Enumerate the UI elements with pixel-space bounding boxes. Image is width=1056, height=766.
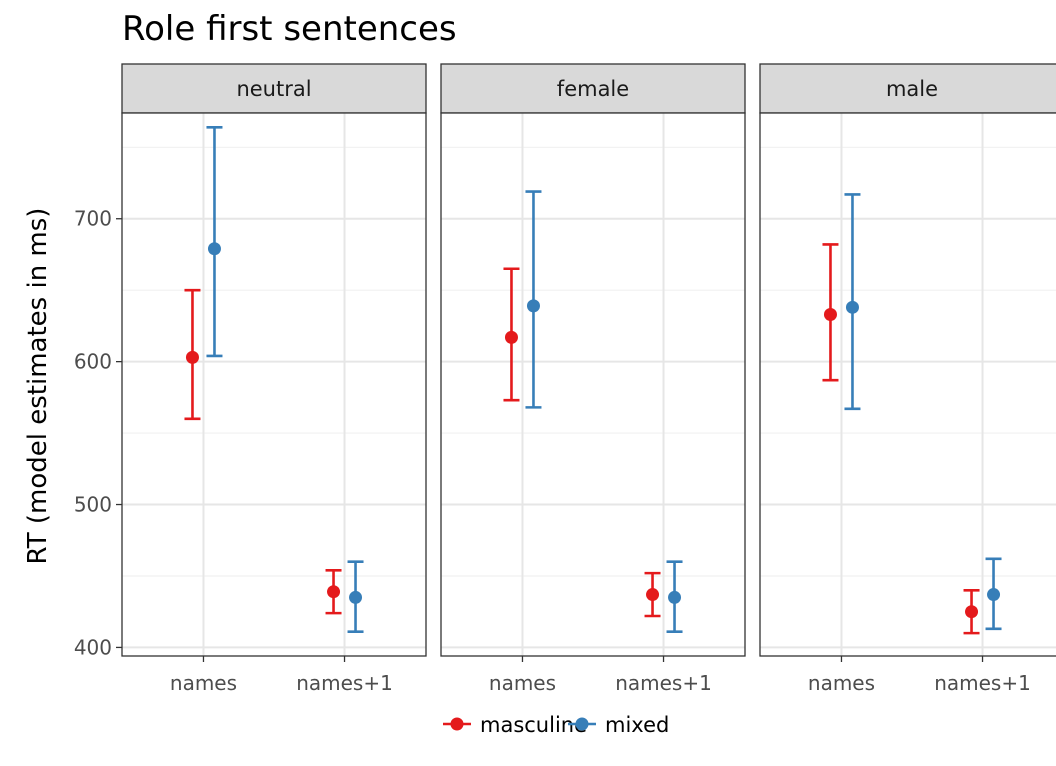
point-masculine [823, 307, 837, 321]
x-tick-label: names [489, 671, 556, 695]
x-tick-label: names+1 [296, 671, 393, 695]
point-masculine [646, 588, 660, 602]
plot-area-female [441, 113, 745, 656]
point-masculine [965, 605, 979, 619]
panel-border [759, 112, 1056, 657]
legend: masculine mixed [443, 713, 669, 737]
legend-item-mixed: mixed [568, 713, 669, 737]
legend-label: mixed [605, 713, 669, 737]
point-mixed [987, 588, 1001, 602]
error-bar-mixed [206, 125, 223, 358]
chart-title: Role first sentences [122, 9, 457, 49]
strip-neutral [121, 63, 427, 114]
legend-item-masculine: masculine [443, 713, 587, 737]
y-tick-label: 700 [74, 207, 112, 231]
plot-area-neutral [122, 113, 426, 656]
legend-key-point [575, 717, 589, 731]
strip-label-neutral: neutral [236, 77, 311, 101]
y-tick-label: 600 [74, 350, 112, 374]
panel-male: male names names+1 [759, 63, 1056, 695]
panel-neutral: neutral names names+1 [121, 63, 427, 695]
x-tick-label: names [808, 671, 875, 695]
point-masculine [504, 330, 518, 344]
x-tick-label: names+1 [615, 671, 712, 695]
plot-area-male [760, 113, 1056, 656]
point-mixed [526, 299, 540, 313]
point-masculine [327, 585, 341, 599]
strip-female [440, 63, 746, 114]
panel-female: female names names+1 [440, 63, 746, 695]
x-tick-label: names+1 [934, 671, 1031, 695]
point-mixed [349, 590, 363, 604]
legend-key-point [450, 717, 464, 731]
point-masculine [185, 350, 199, 364]
panel-border [121, 112, 427, 657]
y-axis-label: RT (model estimates in ms) [23, 208, 53, 565]
strip-label-female: female [557, 77, 629, 101]
point-mixed [845, 300, 859, 314]
point-mixed [207, 242, 221, 256]
strip-label-male: male [886, 77, 938, 101]
y-tick-label: 500 [74, 493, 112, 517]
panel-border [440, 112, 746, 657]
x-tick-label: names [170, 671, 237, 695]
point-mixed [668, 590, 682, 604]
y-tick-label: 400 [74, 635, 112, 659]
